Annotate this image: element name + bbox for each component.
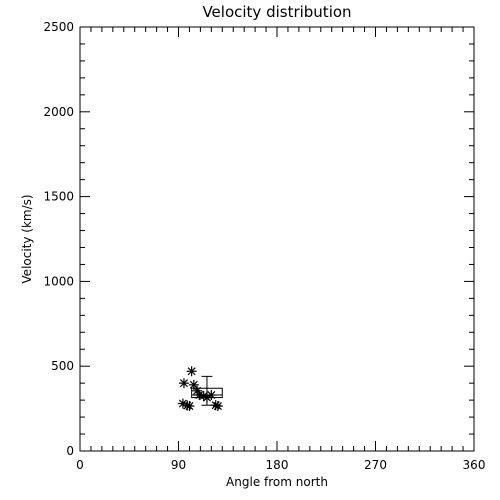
data-point [186, 366, 197, 377]
asterisk-stroke [199, 391, 208, 400]
x-tick-labels: 0 90 180 270 360 [76, 458, 485, 472]
asterisk-stroke [187, 367, 196, 376]
y-tick-label: 1000 [43, 274, 74, 288]
y-axis-label: Velocity (km/s) [20, 194, 34, 283]
data-point [177, 398, 188, 409]
y-tick-label: 1500 [43, 190, 74, 204]
data-point [184, 401, 195, 412]
asterisk-stroke [195, 391, 204, 400]
axis-ticks [79, 26, 475, 452]
asterisk-stroke [213, 402, 222, 411]
y-tick-labels: 0 500 1000 1500 2000 2500 [43, 20, 74, 458]
data-point [206, 390, 217, 401]
y-tick-label: 500 [51, 359, 74, 373]
asterisk-stroke [189, 380, 198, 389]
x-tick-label: 270 [364, 458, 387, 472]
asterisk-stroke [179, 379, 188, 388]
y-tick-label: 0 [66, 444, 74, 458]
data-point [212, 401, 223, 412]
y-tick-label: 2000 [43, 105, 74, 119]
chart-title: Velocity distribution [202, 3, 351, 21]
asterisk-stroke [178, 399, 187, 408]
y-tick-label: 2500 [43, 20, 74, 34]
asterisk-stroke [185, 402, 194, 411]
asterisk-stroke [207, 391, 216, 400]
x-tick-label: 360 [463, 458, 486, 472]
x-axis-label: Angle from north [226, 475, 328, 489]
plot-frame [79, 26, 475, 452]
x-tick-label: 0 [76, 458, 84, 472]
x-tick-label: 90 [171, 458, 186, 472]
asterisk-stroke [193, 386, 202, 395]
data-points [177, 366, 223, 412]
data-point [178, 378, 189, 389]
x-tick-label: 180 [266, 458, 289, 472]
